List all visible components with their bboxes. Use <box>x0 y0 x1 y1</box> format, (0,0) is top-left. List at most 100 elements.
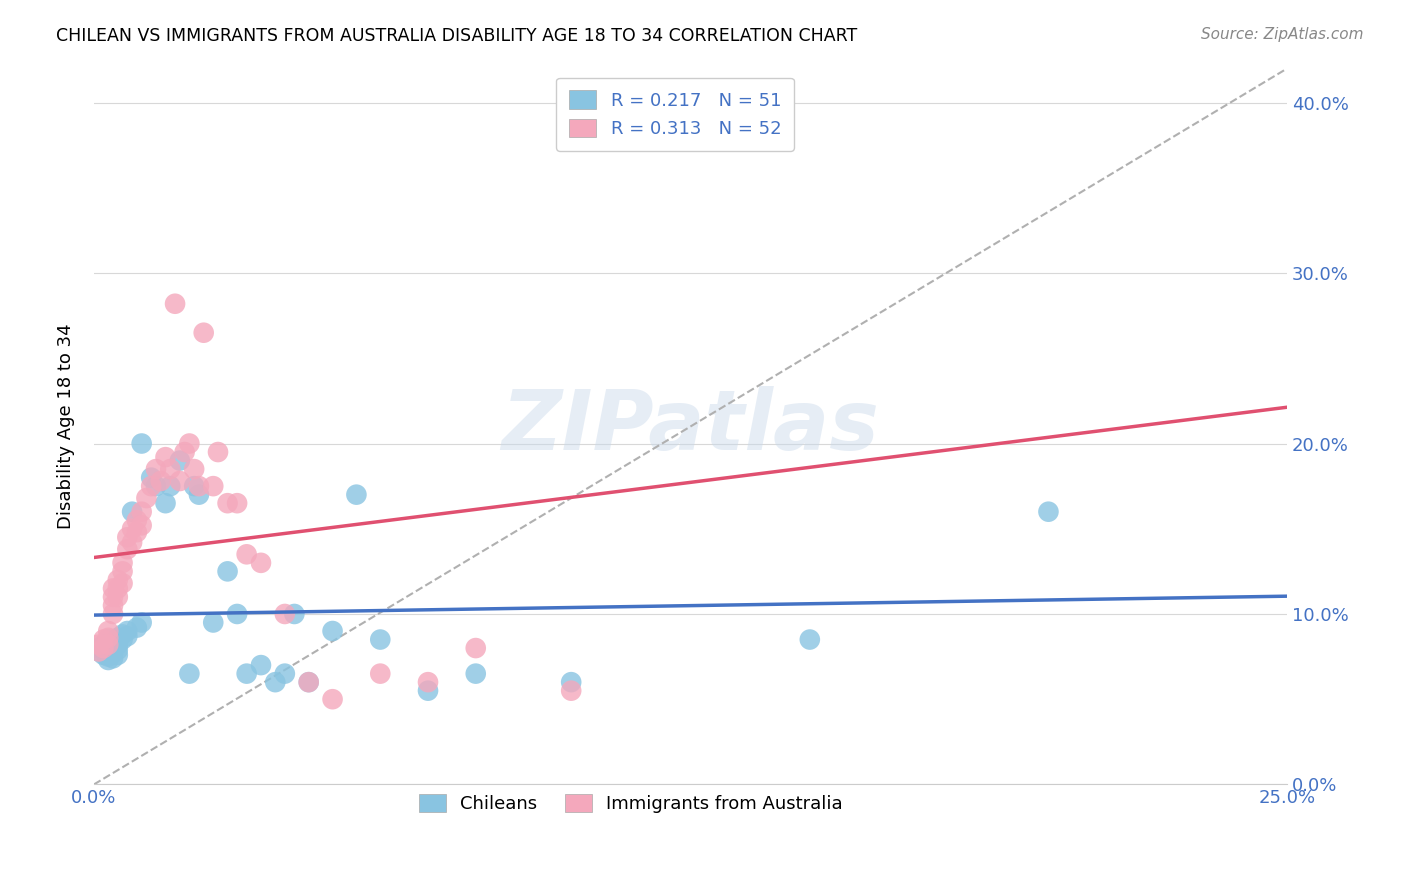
Point <box>274 666 297 681</box>
Point <box>274 607 297 621</box>
Point <box>111 627 134 641</box>
Point <box>464 641 486 656</box>
Point <box>101 636 124 650</box>
Point <box>93 642 115 657</box>
Point <box>202 615 225 630</box>
Point <box>165 297 187 311</box>
Point <box>93 632 115 647</box>
Point <box>799 632 821 647</box>
Point <box>97 649 120 664</box>
Point <box>187 488 209 502</box>
Point <box>226 496 249 510</box>
Point <box>155 450 177 465</box>
Point <box>235 547 257 561</box>
Point <box>368 666 391 681</box>
Point <box>560 675 582 690</box>
Point <box>179 666 201 681</box>
Point <box>169 474 191 488</box>
Point <box>187 479 209 493</box>
Point <box>101 590 124 604</box>
Point <box>173 445 195 459</box>
Point <box>145 479 167 493</box>
Point <box>117 542 139 557</box>
Point <box>121 535 143 549</box>
Point <box>121 505 143 519</box>
Point <box>111 565 134 579</box>
Point <box>117 624 139 638</box>
Point <box>107 642 129 657</box>
Point <box>145 462 167 476</box>
Text: CHILEAN VS IMMIGRANTS FROM AUSTRALIA DISABILITY AGE 18 TO 34 CORRELATION CHART: CHILEAN VS IMMIGRANTS FROM AUSTRALIA DIS… <box>56 27 858 45</box>
Text: ZIPatlas: ZIPatlas <box>502 386 879 467</box>
Point <box>149 474 172 488</box>
Point <box>93 648 115 662</box>
Point <box>87 644 110 658</box>
Point <box>193 326 215 340</box>
Point <box>235 666 257 681</box>
Point <box>111 632 134 647</box>
Text: Source: ZipAtlas.com: Source: ZipAtlas.com <box>1201 27 1364 42</box>
Point <box>368 632 391 647</box>
Point <box>107 573 129 587</box>
Point <box>97 640 120 654</box>
Point <box>97 624 120 638</box>
Point <box>135 491 157 505</box>
Point <box>141 479 163 493</box>
Point <box>416 675 439 690</box>
Point <box>217 565 239 579</box>
Point <box>107 582 129 596</box>
Point <box>298 675 321 690</box>
Point <box>131 505 153 519</box>
Point <box>111 556 134 570</box>
Point <box>117 629 139 643</box>
Point <box>155 496 177 510</box>
Point <box>159 479 181 493</box>
Point <box>169 453 191 467</box>
Point <box>416 683 439 698</box>
Point <box>131 615 153 630</box>
Point <box>298 675 321 690</box>
Point <box>131 436 153 450</box>
Point <box>101 607 124 621</box>
Point <box>183 479 205 493</box>
Point <box>250 658 273 673</box>
Point <box>87 641 110 656</box>
Point <box>217 496 239 510</box>
Legend: Chileans, Immigrants from Australia: Chileans, Immigrants from Australia <box>406 780 855 825</box>
Point <box>111 576 134 591</box>
Point <box>183 462 205 476</box>
Point <box>97 653 120 667</box>
Point <box>87 644 110 658</box>
Point <box>1038 505 1060 519</box>
Y-axis label: Disability Age 18 to 34: Disability Age 18 to 34 <box>58 324 75 529</box>
Point <box>107 648 129 662</box>
Point <box>101 599 124 613</box>
Point <box>107 638 129 652</box>
Point <box>97 638 120 652</box>
Point <box>250 556 273 570</box>
Point <box>97 644 120 658</box>
Point <box>101 582 124 596</box>
Point <box>97 632 120 647</box>
Point <box>125 513 148 527</box>
Point <box>560 683 582 698</box>
Point <box>87 638 110 652</box>
Point <box>283 607 305 621</box>
Point <box>655 112 678 127</box>
Point <box>264 675 287 690</box>
Point <box>322 624 344 638</box>
Point <box>101 641 124 656</box>
Point <box>125 525 148 540</box>
Point <box>125 621 148 635</box>
Point <box>226 607 249 621</box>
Point <box>464 666 486 681</box>
Point <box>107 590 129 604</box>
Point <box>97 631 120 645</box>
Point <box>179 436 201 450</box>
Point <box>117 530 139 544</box>
Point <box>107 631 129 645</box>
Point <box>131 518 153 533</box>
Point <box>207 445 229 459</box>
Point <box>93 638 115 652</box>
Point <box>101 646 124 660</box>
